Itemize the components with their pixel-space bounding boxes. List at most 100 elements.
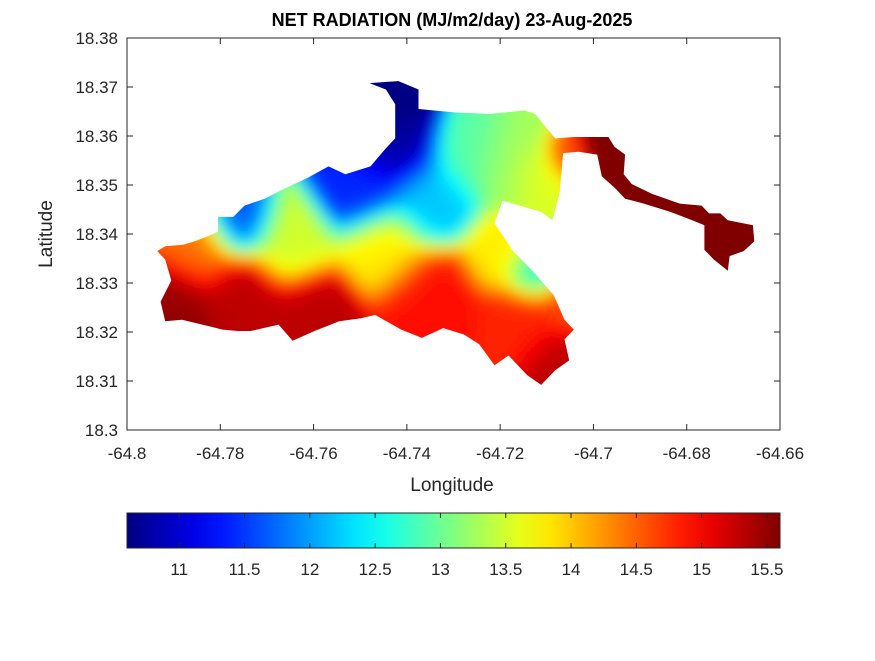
heatmap-cell — [411, 150, 416, 155]
heatmap-cell — [463, 154, 468, 159]
heatmap-cell — [415, 106, 420, 111]
heatmap-cell — [527, 126, 532, 131]
heatmap-cell — [499, 134, 504, 139]
heatmap-cell — [583, 138, 588, 143]
heatmap-cell — [471, 150, 476, 155]
heatmap-cell — [487, 146, 492, 151]
heatmap-cell — [395, 118, 400, 123]
heatmap-cell — [523, 110, 528, 115]
heatmap-cell — [455, 154, 460, 159]
heatmap-cell — [443, 134, 448, 139]
heatmap-cell — [535, 122, 540, 127]
heatmap-cell — [415, 118, 420, 123]
heatmap-cell — [415, 142, 420, 147]
heatmap-cell — [507, 142, 512, 147]
heatmap-cell — [539, 146, 544, 151]
heatmap-cell — [443, 118, 448, 123]
heatmap-cell — [387, 154, 392, 159]
heatmap-cell — [419, 130, 424, 135]
heatmap-cell — [419, 134, 424, 139]
heatmap-cell — [431, 146, 436, 151]
heatmap-cell — [431, 134, 436, 139]
heatmap-cell — [447, 110, 452, 115]
heatmap-cell — [483, 122, 488, 127]
heatmap-cell — [399, 82, 404, 87]
heatmap-cell — [551, 142, 556, 147]
heatmap-cell — [415, 102, 420, 107]
heatmap-cell — [447, 114, 452, 119]
heatmap-cell — [619, 150, 624, 155]
heatmap-cell — [487, 114, 492, 119]
heatmap-cell — [523, 138, 528, 143]
heatmap-cell — [407, 118, 412, 123]
heatmap-cell — [395, 106, 400, 111]
heatmap-cell — [503, 118, 508, 123]
heatmap-cell — [519, 150, 524, 155]
heatmap-cell — [511, 138, 516, 143]
heatmap-cell — [535, 138, 540, 143]
heatmap-cell — [603, 150, 608, 155]
heatmap-cell — [447, 130, 452, 135]
heatmap-cell — [551, 150, 556, 155]
heatmap-cell — [399, 126, 404, 131]
heatmap-cell — [491, 146, 496, 151]
heatmap-cell — [471, 138, 476, 143]
heatmap-cell — [495, 138, 500, 143]
heatmap-cell — [591, 142, 596, 147]
heatmap-cell — [407, 142, 412, 147]
heatmap-cell — [475, 154, 480, 159]
heatmap-cell — [395, 138, 400, 143]
heatmap-cell — [583, 142, 588, 147]
heatmap-cell — [463, 134, 468, 139]
heatmap-cell — [395, 154, 400, 159]
heatmap-cell — [515, 146, 520, 151]
heatmap-cell — [475, 134, 480, 139]
heatmap-cell — [451, 146, 456, 151]
heatmap-cell — [507, 110, 512, 115]
heatmap-cell — [471, 122, 476, 127]
heatmap-cell — [451, 118, 456, 123]
heatmap-cell — [507, 150, 512, 155]
heatmap-cell — [435, 118, 440, 123]
heatmap-cell — [499, 150, 504, 155]
heatmap-cell — [487, 122, 492, 127]
heatmap-cell — [547, 130, 552, 135]
heatmap-cell — [395, 158, 400, 163]
heatmap-cell — [455, 142, 460, 147]
heatmap-cell — [479, 122, 484, 127]
heatmap-cell — [371, 82, 376, 87]
heatmap-cell — [411, 102, 416, 107]
heatmap-cell — [431, 138, 436, 143]
heatmap-cell — [399, 102, 404, 107]
heatmap-cell — [531, 146, 536, 151]
heatmap-cell — [451, 150, 456, 155]
heatmap-cell — [403, 106, 408, 111]
heatmap-cell — [531, 150, 536, 155]
heatmap-cell — [515, 110, 520, 115]
heatmap-cell — [447, 142, 452, 147]
heatmap-cell — [431, 122, 436, 127]
heatmap-cell — [431, 110, 436, 115]
heatmap-cell — [535, 146, 540, 151]
heatmap-cell — [431, 150, 436, 155]
heatmap-cell — [579, 146, 584, 151]
heatmap-cell — [495, 134, 500, 139]
heatmap-cell — [411, 86, 416, 91]
heatmap-cell — [475, 126, 480, 131]
heatmap-cell — [427, 142, 432, 147]
heatmap-cell — [387, 90, 392, 95]
heatmap-cell — [543, 134, 548, 139]
heatmap-cell — [527, 134, 532, 139]
heatmap-cell — [427, 130, 432, 135]
heatmap-cell — [459, 150, 464, 155]
heatmap-cell — [575, 142, 580, 147]
heatmap-cell — [475, 118, 480, 123]
heatmap-cell — [455, 114, 460, 119]
heatmap-cell — [503, 154, 508, 159]
heatmap-cell — [411, 118, 416, 123]
heatmap-cell — [607, 150, 612, 155]
heatmap-cell — [527, 138, 532, 143]
heatmap-cell — [391, 86, 396, 91]
heatmap-cell — [403, 130, 408, 135]
